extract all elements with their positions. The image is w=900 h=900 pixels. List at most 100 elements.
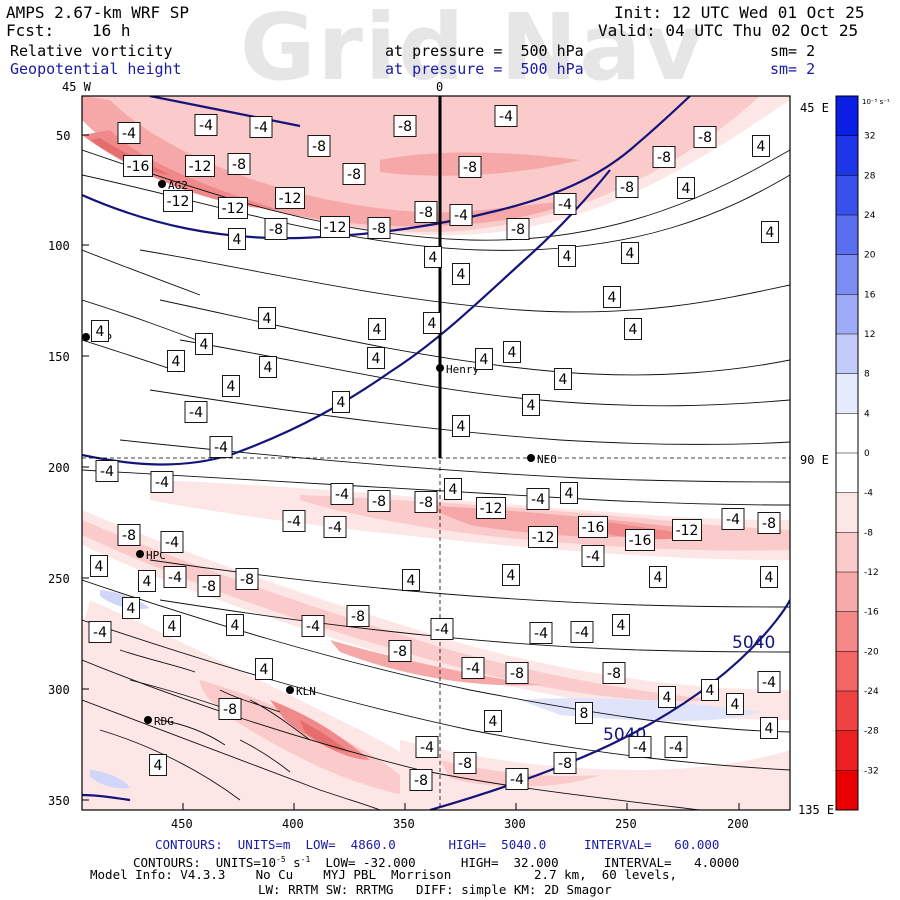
vorticity-label: -4	[664, 736, 688, 758]
vorticity-label: 4	[475, 348, 493, 370]
station-ag2: AG2	[168, 179, 188, 192]
svg-text:4: 4	[654, 570, 663, 586]
svg-text:-12: -12	[676, 523, 699, 539]
vorticity-label: -8	[553, 752, 577, 774]
svg-text:-8: -8	[414, 773, 428, 789]
footer-vort-exp1: -5	[276, 855, 286, 864]
svg-text:-12: -12	[532, 530, 555, 546]
svg-text:4: 4	[449, 482, 458, 498]
svg-text:4: 4	[95, 559, 104, 575]
vorticity-label: 8	[575, 702, 593, 724]
vorticity-label: 4	[624, 318, 642, 340]
svg-text:4: 4	[227, 379, 236, 395]
svg-text:4: 4	[565, 486, 574, 502]
vorticity-label: -16	[123, 155, 153, 177]
vorticity-label: 4	[760, 717, 778, 739]
vorticity-label: -4	[184, 401, 208, 423]
vorticity-label: 4	[554, 368, 572, 390]
colorbar-swatch	[836, 770, 858, 811]
colorbar-label: 12	[864, 330, 875, 340]
vorticity-label: -12	[275, 187, 305, 209]
vorticity-label: 4	[90, 555, 108, 577]
station-marker-henry	[436, 364, 444, 372]
vorticity-label: -4	[757, 671, 781, 693]
colorbar-label: 16	[864, 290, 876, 300]
colorbar-label: -28	[864, 727, 879, 737]
colorbar-label: -4	[864, 489, 873, 499]
vorticity-label: 4	[649, 566, 667, 588]
svg-text:4: 4	[489, 714, 498, 730]
svg-text:4: 4	[507, 568, 516, 584]
vorticity-label: -4	[494, 105, 518, 127]
lon-label-45e: 45 E	[800, 101, 829, 115]
svg-text:-4: -4	[762, 675, 776, 691]
vorticity-label: 4	[332, 391, 350, 413]
vorticity-label: 4	[560, 482, 578, 504]
x-tick-label: 400	[282, 817, 304, 831]
vorticity-label: -8	[409, 769, 433, 791]
vorticity-label: -12	[528, 526, 558, 548]
field1-smooth: sm= 2	[770, 42, 816, 60]
watermark: Grid Nav	[240, 0, 706, 101]
vorticity-label: -8	[693, 126, 717, 148]
vorticity-label: 4	[612, 614, 630, 636]
field1-name: Relative vorticity	[10, 42, 173, 60]
svg-text:4: 4	[508, 345, 517, 361]
station-marker-smp	[82, 333, 90, 341]
svg-text:-4: -4	[189, 405, 203, 421]
vorticity-label: -4	[505, 768, 529, 790]
vorticity-label: -8	[307, 135, 331, 157]
svg-text:-8: -8	[269, 222, 283, 238]
svg-text:4: 4	[757, 139, 766, 155]
vorticity-label: 4	[452, 415, 470, 437]
svg-text:-8: -8	[240, 572, 254, 588]
svg-text:-4: -4	[420, 740, 434, 756]
svg-text:-4: -4	[199, 118, 213, 134]
vorticity-label: 4	[502, 564, 520, 586]
vorticity-label: -4	[461, 657, 485, 679]
x-tick-label: 450	[171, 817, 193, 831]
vorticity-label: -4	[581, 545, 605, 567]
x-tick-label: 200	[727, 817, 749, 831]
station-marker-hpc	[136, 550, 144, 558]
vorticity-label: -4	[88, 621, 112, 643]
footer-vort-range: LOW= -32.000 HIGH= 32.000 INTERVAL= 4.00…	[310, 855, 740, 871]
station-marker-kln	[286, 686, 294, 694]
vorticity-label: -4	[163, 566, 187, 588]
vorticity-label: -4	[209, 436, 233, 458]
vorticity-label: -4	[117, 122, 141, 144]
model-title: AMPS 2.67-km WRF SP	[6, 3, 190, 22]
vorticity-label: 4	[603, 286, 621, 308]
vorticity-label: -8	[117, 524, 141, 546]
svg-text:4: 4	[168, 619, 177, 635]
station-marker-neo	[527, 454, 535, 462]
vorticity-label: 4	[484, 710, 502, 732]
footer-vort-contours: CONTOURS: UNITS=10-5 s-1 LOW= -32.000 HI…	[133, 852, 739, 870]
svg-text:-4: -4	[93, 625, 107, 641]
forecast-hours: 16 h	[92, 21, 131, 40]
vorticity-label: 4	[503, 341, 521, 363]
vorticity-label: -8	[346, 605, 370, 627]
svg-text:-4: -4	[214, 440, 228, 456]
vorticity-label-boxes: -4 -4 -4 -8 -4 -8 4 -8 -16 -12 -8 -8 -8 -8 -8 4 -12 -12 -1…	[88, 105, 781, 791]
colorbar-label: -12	[864, 568, 879, 578]
svg-text:4: 4	[407, 573, 416, 589]
svg-text:4: 4	[143, 574, 152, 590]
field2-smooth: sm= 2	[770, 60, 816, 78]
colorbar-swatch	[836, 453, 858, 494]
vorticity-label: 4	[761, 221, 779, 243]
svg-text:4: 4	[264, 360, 273, 376]
vorticity-label: 4	[677, 177, 695, 199]
svg-text:4: 4	[200, 337, 209, 353]
svg-text:-8: -8	[372, 221, 386, 237]
svg-text:-4: -4	[510, 772, 524, 788]
vorticity-label: -4	[526, 488, 550, 510]
svg-text:4: 4	[559, 372, 568, 388]
svg-text:-4: -4	[726, 512, 740, 528]
vorticity-label: 4	[167, 350, 185, 372]
vorticity-label: 4	[726, 693, 744, 715]
vorticity-label: 4	[760, 566, 778, 588]
svg-text:4: 4	[154, 758, 163, 774]
svg-text:-4: -4	[558, 197, 572, 213]
